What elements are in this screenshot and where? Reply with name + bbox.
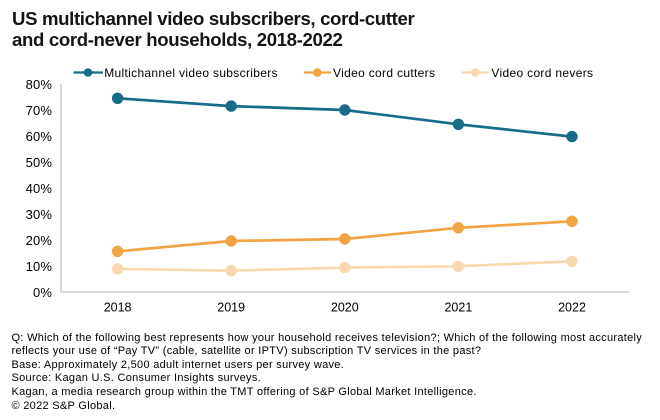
svg-text:80%: 80% — [26, 77, 53, 92]
svg-text:2018: 2018 — [104, 301, 132, 315]
svg-text:40%: 40% — [26, 181, 53, 196]
svg-text:Video cord nevers: Video cord nevers — [491, 66, 593, 80]
svg-text:30%: 30% — [26, 207, 53, 222]
svg-text:Video cord cutters: Video cord cutters — [333, 66, 435, 80]
svg-text:20%: 20% — [26, 233, 53, 248]
svg-text:2021: 2021 — [444, 301, 472, 315]
svg-text:0%: 0% — [33, 285, 52, 300]
svg-text:2019: 2019 — [217, 301, 245, 315]
svg-text:2020: 2020 — [331, 301, 359, 315]
svg-text:2022: 2022 — [558, 301, 586, 315]
svg-text:Multichannel video subscribers: Multichannel video subscribers — [104, 66, 278, 80]
svg-text:10%: 10% — [26, 259, 53, 274]
svg-text:70%: 70% — [26, 103, 53, 118]
svg-text:50%: 50% — [26, 155, 53, 170]
svg-text:60%: 60% — [26, 129, 53, 144]
